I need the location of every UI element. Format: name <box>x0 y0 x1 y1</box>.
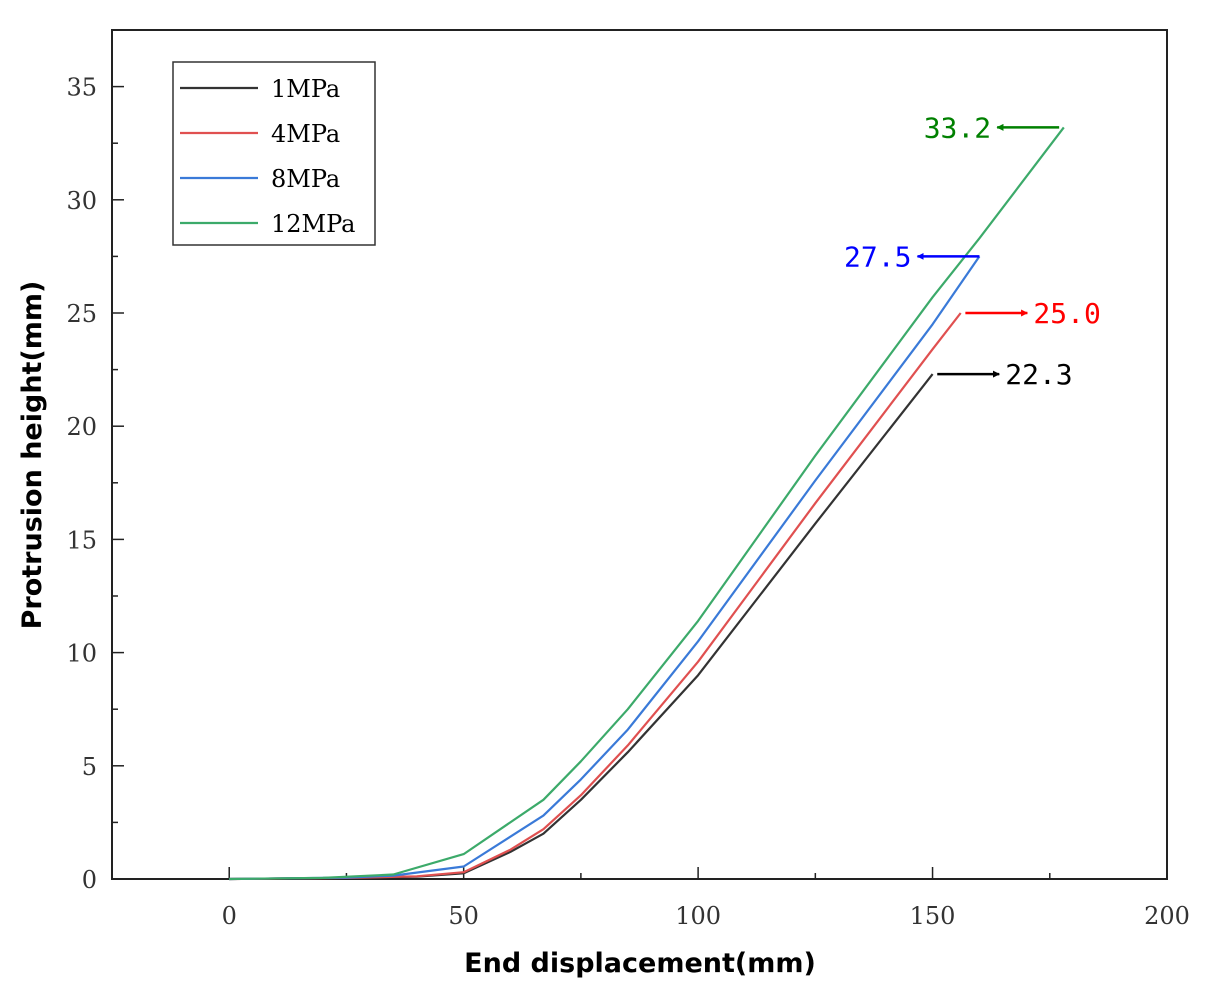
y-axis-title: Protrusion height(mm) <box>17 281 48 630</box>
y-tick-label: 5 <box>82 753 97 781</box>
series-lines <box>229 126 1065 881</box>
series-line-12MPa <box>229 126 1065 881</box>
annotation-label-1MPa: 22.3 <box>1005 358 1072 391</box>
y-tick-label: 30 <box>66 187 97 215</box>
legend-label-8MPa: 8MPa <box>271 165 340 193</box>
y-tick-label: 0 <box>82 866 97 894</box>
y-tick-label: 35 <box>66 74 97 102</box>
legend-label-1MPa: 1MPa <box>271 75 340 103</box>
legend-label-12MPa: 12MPa <box>271 210 356 238</box>
y-tick-label: 25 <box>66 300 97 328</box>
x-tick-label: 100 <box>675 902 721 930</box>
plot-frame <box>111 29 1168 880</box>
annotation-label-12MPa: 33.2 <box>924 111 991 144</box>
tick-marks: 0 50 100 150 200 0 5 10 15 20 25 30 35 <box>66 29 1190 930</box>
annotation-label-4MPa: 25.0 <box>1033 297 1100 330</box>
x-axis-title: End displacement(mm) <box>464 948 816 979</box>
y-tick-label: 10 <box>66 640 97 668</box>
end-annotations: 22.3 25.0 27.5 33.2 <box>844 111 1101 391</box>
legend-box <box>172 61 376 246</box>
x-tick-label: 150 <box>910 902 956 930</box>
legend: 1MPa 4MPa 8MPa 12MPa <box>172 61 376 246</box>
series-line-1MPa <box>229 373 934 881</box>
x-tick-label: 200 <box>1144 902 1190 930</box>
legend-label-4MPa: 4MPa <box>271 120 340 148</box>
y-tick-label: 15 <box>66 526 97 554</box>
annotation-label-8MPa: 27.5 <box>844 240 911 273</box>
x-tick-label: 0 <box>222 902 237 930</box>
series-line-8MPa <box>229 255 981 881</box>
x-tick-label: 50 <box>448 902 479 930</box>
y-tick-label: 20 <box>66 413 97 441</box>
series-line-4MPa <box>229 312 962 881</box>
